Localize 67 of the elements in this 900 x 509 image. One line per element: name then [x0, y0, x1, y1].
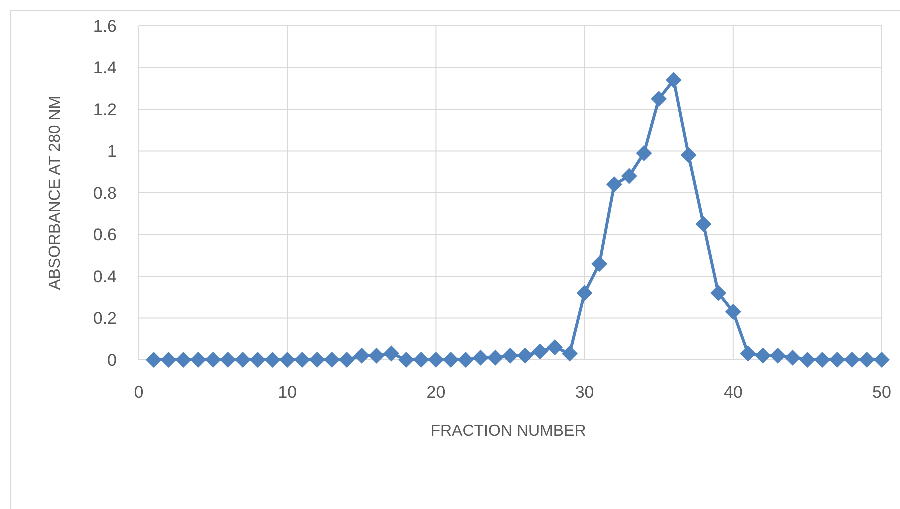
x-tick-label: 10	[278, 383, 298, 402]
y-tick-label: 1.4	[93, 58, 117, 78]
point	[502, 348, 518, 364]
point	[562, 346, 578, 362]
point	[235, 352, 252, 368]
point	[354, 348, 370, 364]
x-axis-title: FRACTION NUMBER	[430, 423, 586, 440]
point	[294, 352, 310, 368]
point	[666, 72, 682, 88]
x-tick-label: 30	[575, 383, 594, 402]
point	[443, 352, 460, 368]
point	[859, 352, 876, 368]
point	[725, 304, 742, 320]
point	[428, 352, 444, 368]
point	[413, 352, 430, 368]
point	[814, 352, 831, 368]
x-tick-label: 50	[872, 383, 892, 402]
point	[592, 256, 608, 272]
point	[696, 216, 712, 232]
y-tick-label: 1	[108, 142, 117, 162]
point	[220, 352, 236, 368]
x-tick-label: 0	[134, 383, 144, 402]
point	[755, 348, 772, 364]
point	[190, 352, 206, 368]
x-tick-label: 40	[724, 383, 743, 402]
point	[160, 352, 177, 368]
point	[532, 344, 548, 360]
point	[398, 352, 414, 368]
point	[800, 352, 816, 368]
point	[829, 352, 846, 368]
point	[458, 352, 474, 368]
point	[621, 168, 638, 184]
y-axis-title: ABSORBANCE AT 280 NM	[47, 96, 64, 290]
point	[770, 348, 786, 364]
point	[205, 352, 222, 368]
y-tick-label: 0.8	[93, 184, 117, 203]
point	[680, 147, 697, 164]
point	[264, 352, 281, 368]
point	[784, 350, 801, 366]
point	[576, 285, 593, 302]
point	[740, 346, 756, 362]
point	[384, 346, 400, 362]
point	[488, 350, 504, 366]
y-tick-label: 0	[108, 350, 117, 370]
point	[146, 352, 162, 368]
point	[368, 348, 385, 364]
y-tick-label: 0.2	[93, 309, 117, 328]
y-tick-label: 0.6	[93, 226, 117, 245]
point	[874, 352, 890, 368]
x-tick-label: 20	[426, 383, 446, 402]
point	[651, 91, 668, 108]
y-tick-label: 0.4	[93, 267, 117, 286]
point	[844, 352, 860, 368]
point	[309, 352, 326, 368]
point	[176, 352, 192, 368]
point	[472, 350, 489, 366]
point	[339, 352, 356, 368]
point	[636, 145, 652, 162]
y-tick-label: 1.6	[93, 16, 117, 36]
y-tick-label: 1.2	[93, 100, 117, 120]
point	[517, 348, 534, 364]
point	[606, 176, 623, 193]
point	[547, 339, 564, 356]
point	[710, 285, 727, 302]
point	[280, 352, 296, 368]
point	[324, 352, 340, 368]
point	[250, 352, 266, 368]
